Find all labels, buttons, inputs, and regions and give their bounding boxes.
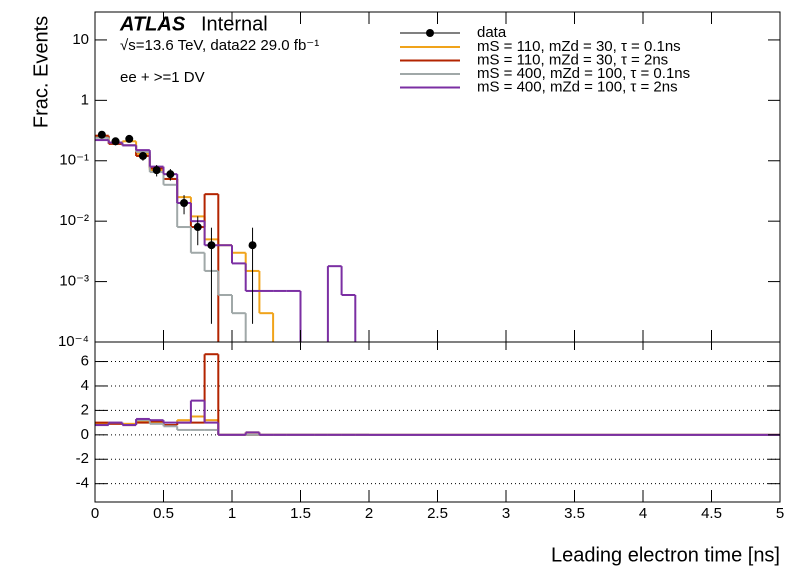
x-tick-label: 1.5 [290, 505, 311, 522]
x-tick-label: 2.5 [427, 505, 448, 522]
data-point [193, 223, 202, 232]
data-point [180, 198, 189, 207]
legend-label: mS = 110, mZd = 30, τ = 0.1ns [477, 38, 681, 55]
hist-riser [107, 137, 247, 342]
data-point [97, 130, 106, 139]
data-point [138, 151, 147, 160]
x-tick-label: 0 [91, 505, 99, 522]
legend-label: mS = 110, mZd = 30, τ = 2ns [477, 51, 668, 68]
x-tick-label: 2 [365, 505, 373, 522]
y-tick-label: 10⁻⁴ [58, 333, 89, 350]
subtitle: √s=13.6 TeV, data22 29.0 fb⁻¹ [120, 37, 319, 54]
legend-swatch [426, 29, 434, 37]
annotation: ee + >=1 DV [120, 69, 205, 86]
x-tick-label: 3.5 [564, 505, 585, 522]
y-tick-label: 2 [81, 401, 89, 418]
atlas-label: ATLAS [119, 13, 186, 35]
y-axis-label: Frac. Events [30, 16, 52, 128]
top-plot [95, 130, 357, 342]
hist-riser [107, 400, 261, 435]
data-point [166, 170, 175, 179]
x-axis-label: Leading electron time [ns] [551, 544, 780, 566]
atlas-suffix: Internal [201, 13, 268, 35]
y-tick-label: -2 [76, 450, 89, 467]
x-tick-label: 1 [228, 505, 236, 522]
y-tick-label: 10⁻¹ [59, 152, 89, 169]
y-tick-label: 6 [81, 353, 89, 370]
hist-riser [107, 140, 357, 342]
y-tick-label: 10⁻³ [59, 273, 89, 290]
y-tick-label: -4 [76, 475, 89, 492]
x-tick-label: 4 [639, 505, 647, 522]
ratio-plot [95, 353, 780, 485]
x-tick-label: 0.5 [153, 505, 174, 522]
y-tick-label: 10 [72, 31, 89, 48]
x-tick-label: 5 [776, 505, 784, 522]
legend-label: mS = 400, mZd = 100, τ = 0.1ns [477, 65, 690, 82]
legend-label: data [477, 24, 507, 41]
x-tick-label: 3 [502, 505, 510, 522]
data-point [248, 241, 257, 250]
y-tick-label: 10⁻² [59, 212, 89, 229]
y-tick-label: 0 [81, 426, 89, 443]
hist-riser [107, 135, 220, 342]
y-tick-label: 1 [81, 91, 89, 108]
y-tick-label: 4 [81, 377, 89, 394]
data-point [207, 241, 216, 250]
data-point [111, 137, 120, 146]
legend-label: mS = 400, mZd = 100, τ = 2ns [477, 78, 678, 95]
data-point [125, 134, 134, 143]
x-tick-label: 4.5 [701, 505, 722, 522]
hist-riser [107, 136, 275, 342]
data-point [152, 166, 161, 175]
